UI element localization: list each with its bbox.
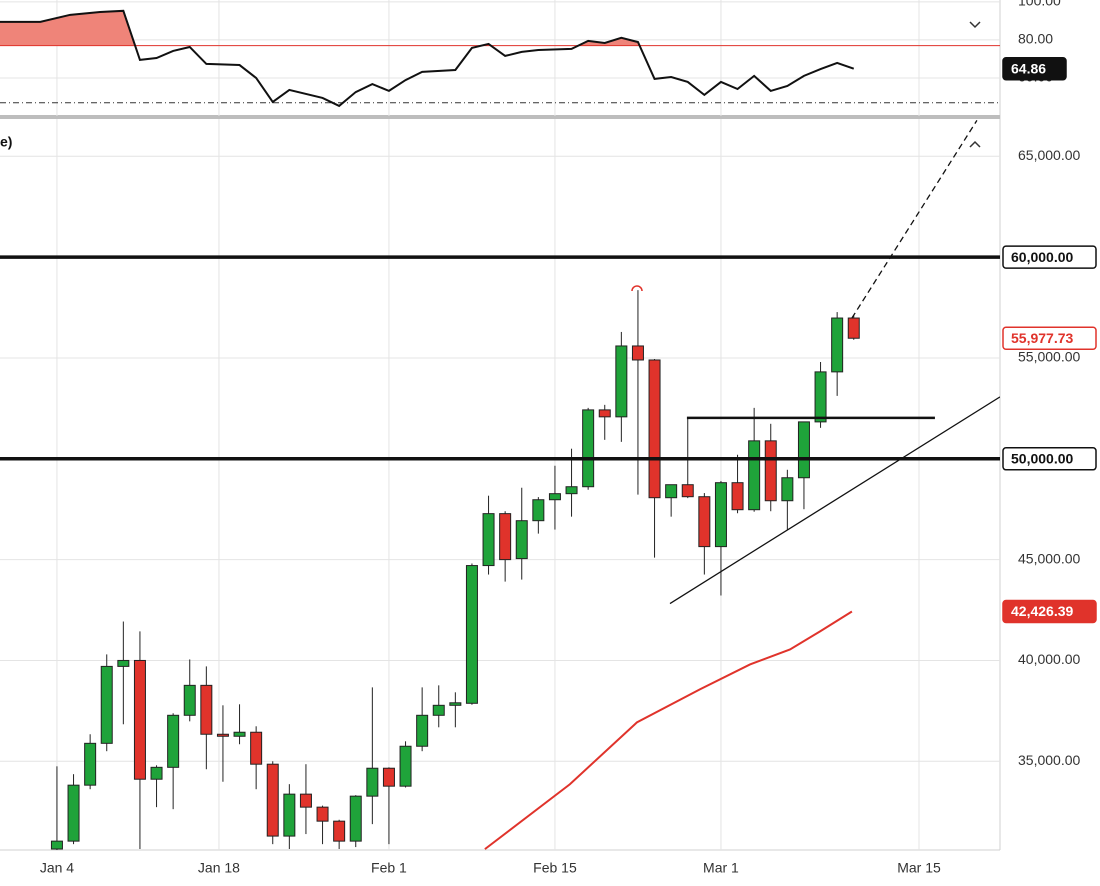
candle-body [416, 714, 429, 747]
price-tag [1002, 447, 1097, 471]
price-tag [1002, 245, 1097, 269]
candle-body [648, 359, 661, 499]
candle-body [582, 409, 595, 488]
collapse-icon[interactable] [969, 21, 981, 29]
price-tag [1002, 56, 1067, 81]
candle-body [183, 684, 196, 716]
candle-body [133, 659, 146, 780]
price-tag-label: 64.86 [1011, 60, 1046, 76]
y-tick-label: 80.00 [1018, 31, 1053, 47]
x-tick-label: Mar 1 [703, 860, 739, 876]
candle-body [731, 482, 744, 511]
x-tick-label: Mar 15 [897, 860, 941, 876]
candle-body [548, 493, 561, 501]
indicator-panel [0, 0, 1000, 116]
x-tick-label: Jan 4 [40, 860, 74, 876]
trend-line [669, 396, 1000, 605]
candle-body [316, 806, 329, 822]
candle-body [847, 317, 860, 339]
candle-body [50, 840, 63, 850]
candle-body [349, 795, 362, 842]
panel-separator [0, 115, 1000, 119]
y-tick-label: 40,000.00 [1018, 651, 1080, 667]
candle-body [565, 486, 578, 495]
candle-body [831, 317, 844, 373]
x-tick-label: Feb 1 [371, 860, 407, 876]
candle-body [698, 496, 711, 548]
candle-body [266, 763, 279, 837]
candle-body [333, 820, 346, 842]
y-tick-label: 35,000.00 [1018, 752, 1080, 768]
candle-body [748, 440, 761, 511]
candle-body [250, 731, 263, 765]
candle-body [764, 440, 777, 502]
high-marker [631, 285, 643, 292]
price-tag-label: 50,000.00 [1011, 450, 1073, 466]
candle-body [814, 371, 827, 423]
candle-body [216, 733, 229, 737]
x-tick-label: Feb 15 [533, 860, 577, 876]
candle-body [233, 731, 246, 737]
price-tag-label: 55,977.73 [1011, 330, 1073, 346]
y-tick-label: 55,000.00 [1018, 349, 1080, 365]
candle-body [117, 659, 130, 667]
candle-body [399, 745, 412, 787]
chart-title: e) [0, 134, 12, 150]
candle-body [499, 513, 512, 561]
y-tick-label: 45,000.00 [1018, 550, 1080, 566]
price-tag [1002, 326, 1097, 350]
candle-body [150, 766, 163, 780]
candle-body [366, 767, 379, 797]
y-tick-label: 100.00 [1018, 0, 1061, 9]
candle-body [200, 684, 213, 735]
candle-body [532, 499, 545, 522]
candle-body [615, 345, 628, 418]
trend-line [851, 120, 978, 319]
candle-body [84, 742, 97, 786]
candle-body [283, 793, 296, 837]
candle-body [665, 484, 678, 499]
candle-body [797, 421, 810, 479]
indicator-line [0, 9, 855, 108]
candle-body [681, 484, 694, 498]
moving-average-line [484, 610, 853, 850]
price-tag-label: 60,000.00 [1011, 249, 1073, 265]
candle-body [781, 477, 794, 502]
expand-icon[interactable] [969, 140, 981, 148]
candle-body [382, 767, 395, 787]
candle-body [432, 704, 445, 716]
candle-body [449, 702, 462, 706]
candle-body [482, 513, 495, 567]
price-panel [0, 119, 1000, 850]
price-tag-label: 42,426.39 [1011, 603, 1073, 619]
candle-body [67, 784, 80, 842]
candle-body [598, 409, 611, 418]
candle-body [465, 565, 478, 704]
price-tag [1002, 599, 1097, 624]
y-tick-label: 65,000.00 [1018, 147, 1080, 163]
candle-body [299, 793, 312, 808]
candle-body [515, 520, 528, 560]
candle-body [714, 482, 727, 548]
x-tick-label: Jan 18 [198, 860, 240, 876]
candle-body [167, 714, 180, 768]
candle-body [100, 665, 113, 744]
candle-body [631, 345, 644, 361]
